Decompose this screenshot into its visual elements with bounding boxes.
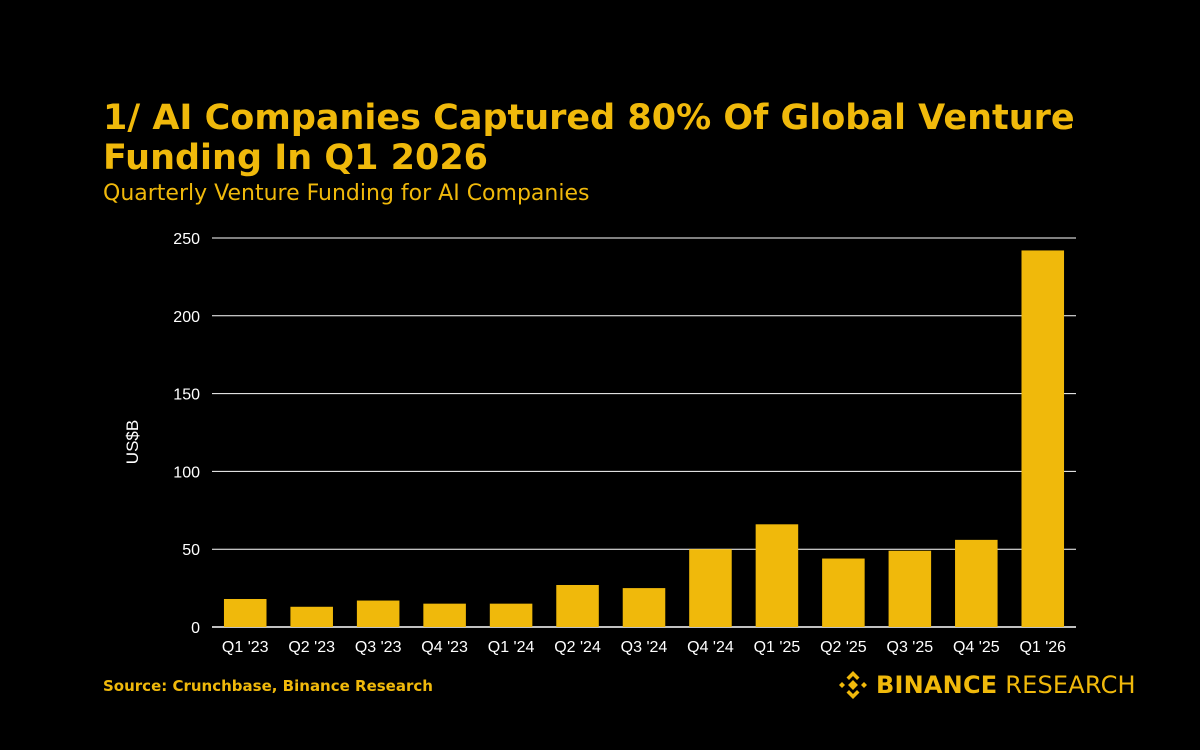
y-tick-label-2: 100	[173, 464, 200, 481]
x-tick-label-11: Q4 '25	[953, 639, 1000, 656]
bar-9	[822, 558, 865, 627]
bar-0	[223, 598, 267, 627]
x-tick-label-12: Q1 '26	[1019, 639, 1066, 656]
x-tick-label-6: Q3 '24	[621, 639, 668, 656]
y-tick-label-5: 250	[173, 231, 200, 248]
grid-lines	[212, 237, 1076, 628]
bars	[223, 250, 1065, 627]
chart-subtitle: Quarterly Venture Funding for AI Compani…	[103, 181, 590, 206]
binance-logo-icon	[839, 671, 867, 699]
y-tick-label-0: 0	[191, 620, 200, 637]
bar-12	[1021, 250, 1065, 627]
x-tick-label-5: Q2 '24	[554, 639, 601, 656]
x-tick-label-0: Q1 '23	[222, 639, 269, 656]
y-tick-label-1: 50	[182, 542, 200, 559]
y-axis-ticks: 0 50 100 150 200 250	[173, 231, 200, 637]
brand-name-bold: BINANCE	[876, 671, 998, 699]
bar-11	[955, 539, 998, 627]
brand-name-regular: RESEARCH	[1005, 671, 1136, 699]
bar-8	[755, 524, 799, 627]
x-tick-label-2: Q3 '23	[355, 639, 402, 656]
bar-2	[356, 600, 400, 627]
bar-1	[290, 606, 333, 627]
y-tick-label-3: 150	[173, 387, 200, 404]
source-note: Source: Crunchbase, Binance Research	[103, 677, 433, 695]
brand-name: BINANCE RESEARCH	[876, 669, 1136, 701]
bar-6	[622, 588, 666, 627]
y-tick-label-4: 200	[173, 309, 200, 326]
bar-3	[423, 603, 466, 627]
bar-7	[689, 549, 732, 627]
y-axis-label: US$B	[123, 420, 142, 464]
bar-5	[556, 584, 599, 627]
x-tick-label-1: Q2 '23	[288, 639, 335, 656]
brand-logo: BINANCE RESEARCH	[836, 668, 1136, 702]
chart-title: 1/ AI Companies Captured 80% Of Global V…	[103, 98, 1075, 178]
x-axis-ticks: Q1 '23 Q2 '23 Q3 '23 Q4 '23 Q1 '24 Q2 '24 Q3 '…	[222, 639, 1066, 656]
x-tick-label-10: Q3 '25	[887, 639, 934, 656]
bar-10	[888, 550, 932, 627]
x-tick-label-8: Q1 '25	[754, 639, 801, 656]
x-tick-label-4: Q1 '24	[488, 639, 535, 656]
x-tick-label-7: Q4 '24	[687, 639, 734, 656]
x-tick-label-9: Q2 '25	[820, 639, 867, 656]
x-tick-label-3: Q4 '23	[421, 639, 468, 656]
bar-4	[489, 603, 533, 627]
